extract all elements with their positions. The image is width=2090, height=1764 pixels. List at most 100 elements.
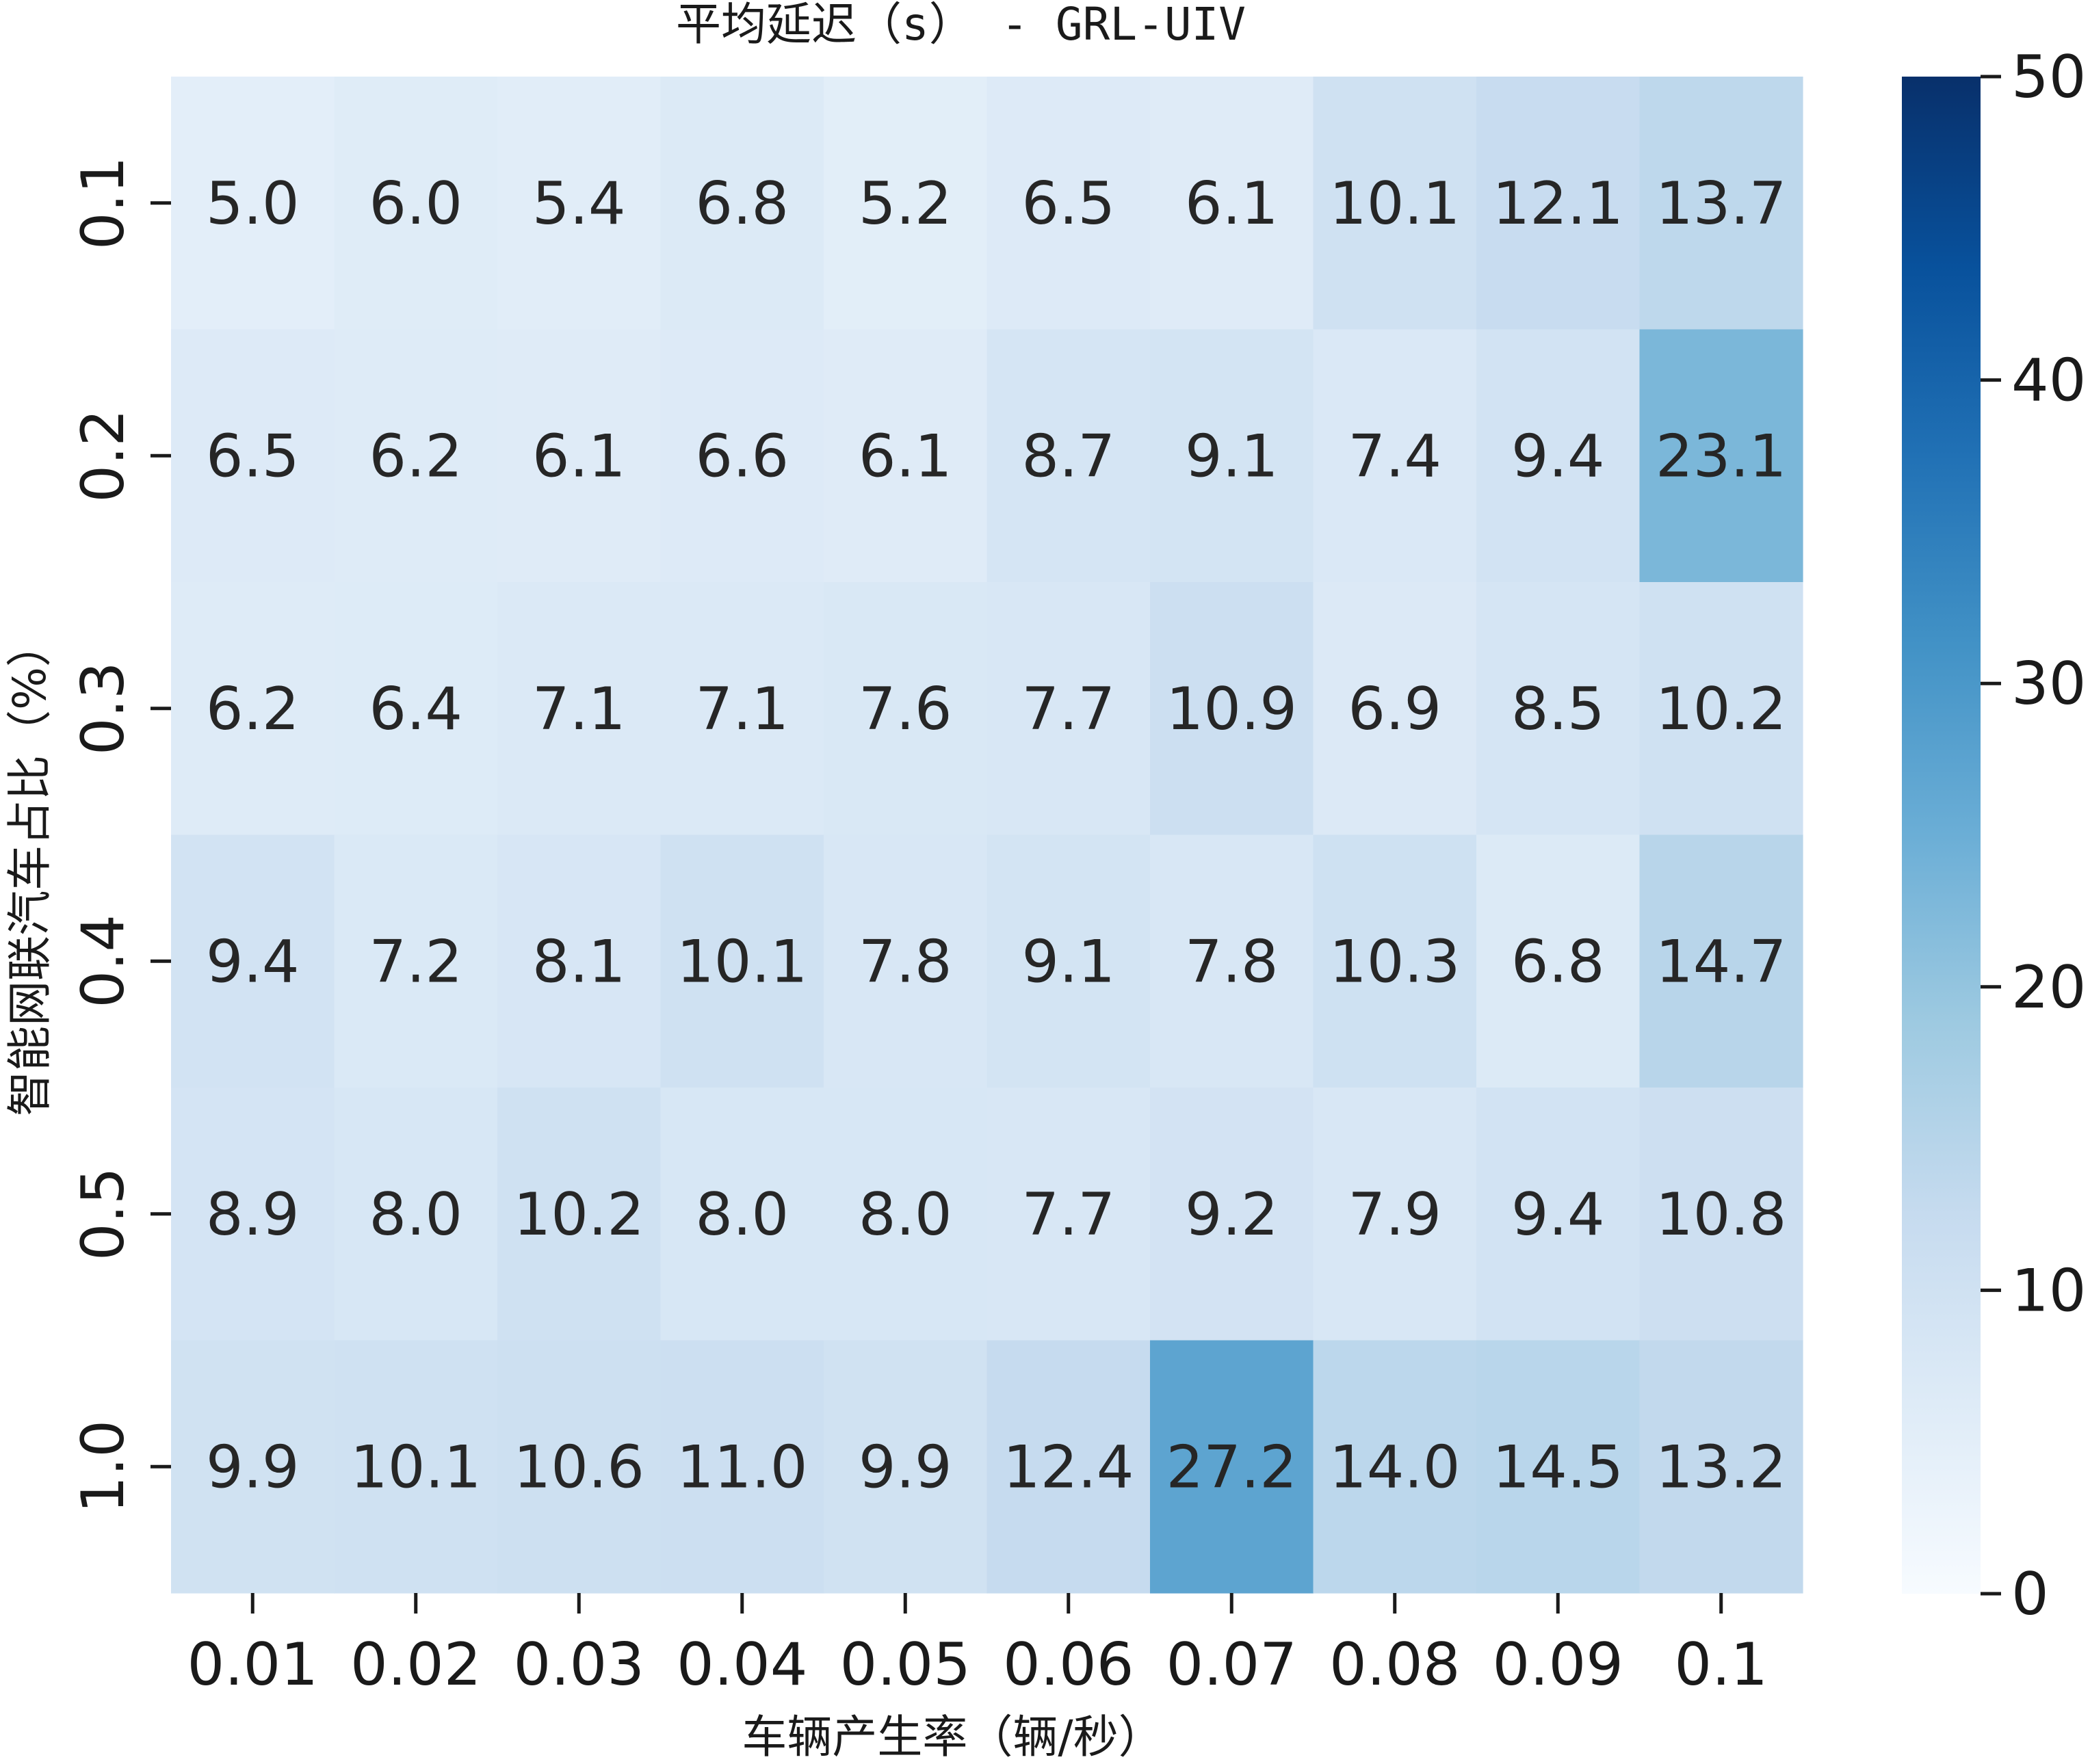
- heatmap-cell: [497, 1340, 662, 1594]
- heatmap-cell: [824, 1088, 988, 1341]
- heatmap-cell: [171, 77, 335, 330]
- cell-value-label: 7.7: [1021, 1181, 1115, 1249]
- cell-value-label: 9.1: [1021, 927, 1115, 996]
- heatmap-cell: [1476, 1340, 1641, 1594]
- heatmap-cell: [334, 77, 498, 330]
- heatmap-cell: [824, 77, 988, 330]
- heatmap-cell: [334, 329, 498, 583]
- heatmap-cell: [171, 329, 335, 583]
- cell-value-label: 8.5: [1511, 675, 1605, 743]
- cell-value-label: 10.2: [514, 1181, 644, 1249]
- cell-value-label: 10.3: [1329, 927, 1460, 996]
- cell-value-label: 6.5: [1021, 170, 1115, 238]
- cell-value-label: 10.6: [514, 1433, 644, 1501]
- cell-value-label: 14.5: [1493, 1433, 1623, 1501]
- cell-value-label: 7.1: [532, 675, 626, 743]
- heatmap-cell: [1313, 582, 1477, 836]
- cell-value-label: 10.1: [350, 1433, 481, 1501]
- heatmap-cell: [987, 329, 1151, 583]
- heatmap-cell: [1150, 582, 1314, 836]
- cell-value-label: 9.4: [206, 927, 300, 996]
- cell-value-label: 6.9: [1348, 675, 1441, 743]
- cell-value-label: 6.1: [859, 422, 952, 490]
- heatmap-cell: [334, 834, 498, 1088]
- heatmap-cell: [1313, 1340, 1477, 1594]
- heatmap-cell: [1150, 77, 1314, 330]
- y-tick-label: 0.1: [69, 156, 138, 250]
- x-tick-label: 0.03: [514, 1631, 644, 1699]
- cell-value-label: 14.7: [1656, 927, 1786, 996]
- y-tick-label: 0.5: [69, 1167, 138, 1261]
- cell-value-label: 9.2: [1185, 1181, 1279, 1249]
- cell-value-label: 5.4: [532, 170, 626, 238]
- colorbar-tick-label: 30: [2011, 650, 2086, 718]
- cell-value-label: 10.2: [1656, 675, 1786, 743]
- heatmap-cell: [1313, 77, 1477, 330]
- heatmap-cell: [1639, 1088, 1803, 1341]
- cell-value-label: 9.4: [1511, 422, 1605, 490]
- colorbar-tick-label: 0: [2011, 1560, 2049, 1629]
- heatmap-cell: [660, 1340, 824, 1594]
- x-tick-label: 0.06: [1003, 1631, 1134, 1699]
- heatmap-cell: [171, 1340, 335, 1594]
- heatmap-cell: [497, 329, 662, 583]
- cell-value-label: 9.9: [859, 1433, 952, 1501]
- cell-value-label: 5.2: [859, 170, 952, 238]
- chart-title: 平均延迟（s） - GRL-UIV: [676, 0, 1246, 51]
- colorbar-tick-label: 50: [2011, 43, 2086, 111]
- cell-value-label: 6.1: [1185, 170, 1279, 238]
- heatmap-cell: [497, 77, 662, 330]
- cell-value-label: 6.6: [695, 422, 789, 490]
- cell-value-label: 7.9: [1348, 1181, 1441, 1249]
- y-tick-label: 0.3: [69, 661, 138, 755]
- heatmap-cell: [824, 1340, 988, 1594]
- heatmap-cell: [1313, 834, 1477, 1088]
- heatmap-cell: [497, 834, 662, 1088]
- x-tick-label: 0.05: [840, 1631, 971, 1699]
- cell-value-label: 6.8: [695, 170, 789, 238]
- colorbar-gradient: [1902, 77, 1981, 1594]
- x-tick-label: 0.02: [350, 1631, 481, 1699]
- cell-value-label: 8.0: [859, 1181, 952, 1249]
- cell-value-label: 6.4: [369, 675, 462, 743]
- cell-value-label: 7.6: [859, 675, 952, 743]
- heatmap-cell: [660, 329, 824, 583]
- heatmap-cell: [1476, 834, 1641, 1088]
- cell-value-label: 9.4: [1511, 1181, 1605, 1249]
- heatmap-cell: [824, 834, 988, 1088]
- y-axis-ticks: 0.1 0.2 0.3 0.4 0.5 1.0: [69, 156, 171, 1514]
- cell-value-label: 8.0: [369, 1181, 462, 1249]
- heatmap-cell: [1639, 834, 1803, 1088]
- heatmap-cell: [497, 582, 662, 836]
- y-tick-label: 0.2: [69, 409, 138, 503]
- x-axis-ticks: 0.01 0.02 0.03 0.04 0.05 0.06 0.07 0.08 0.09 0.1: [187, 1593, 1768, 1699]
- cell-value-label: 7.8: [1185, 927, 1279, 996]
- cell-value-label: 10.9: [1166, 675, 1297, 743]
- heatmap-cell: [1150, 1340, 1314, 1594]
- heatmap-cell: [1150, 1088, 1314, 1341]
- heatmap-cell: [334, 582, 498, 836]
- colorbar-tick-label: 40: [2011, 347, 2086, 415]
- cell-value-label: 7.1: [695, 675, 789, 743]
- cell-value-label: 10.1: [1329, 170, 1460, 238]
- heatmap-cell: [334, 1340, 498, 1594]
- heatmap-cell: [1639, 1340, 1803, 1594]
- colorbar-tick-label: 10: [2011, 1256, 2086, 1325]
- heatmap-cell: [1476, 329, 1641, 583]
- x-tick-label: 0.04: [677, 1631, 807, 1699]
- heatmap-cell: [987, 1088, 1151, 1341]
- heatmap-cell: [171, 834, 335, 1088]
- cell-value-label: 23.1: [1656, 422, 1786, 490]
- heatmap-cell: [1639, 329, 1803, 583]
- heatmap-cell: [987, 77, 1151, 330]
- cell-value-label: 7.2: [369, 927, 462, 996]
- cell-value-label: 13.2: [1656, 1433, 1786, 1501]
- heatmap-cell: [987, 834, 1151, 1088]
- cell-value-label: 11.0: [677, 1433, 807, 1501]
- heatmap-cell: [1476, 1088, 1641, 1341]
- heatmap-cell: [987, 582, 1151, 836]
- heatmap-cell: [1639, 582, 1803, 836]
- heatmap-cell: [171, 1088, 335, 1341]
- x-tick-label: 0.07: [1166, 1631, 1297, 1699]
- heatmap-cell: [1476, 582, 1641, 836]
